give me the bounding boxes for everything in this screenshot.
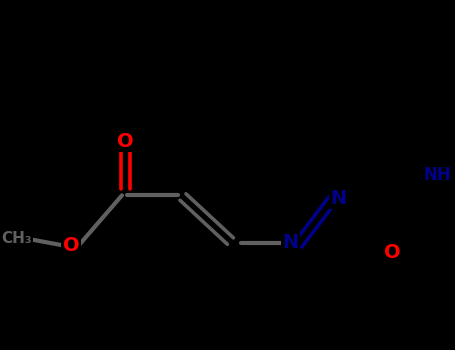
Text: NH: NH xyxy=(423,166,451,184)
Text: O: O xyxy=(63,236,80,255)
Text: O: O xyxy=(117,132,134,150)
Text: CH₃: CH₃ xyxy=(2,231,32,246)
Text: N: N xyxy=(330,189,346,208)
Text: N: N xyxy=(283,233,299,252)
Text: O: O xyxy=(384,243,401,262)
